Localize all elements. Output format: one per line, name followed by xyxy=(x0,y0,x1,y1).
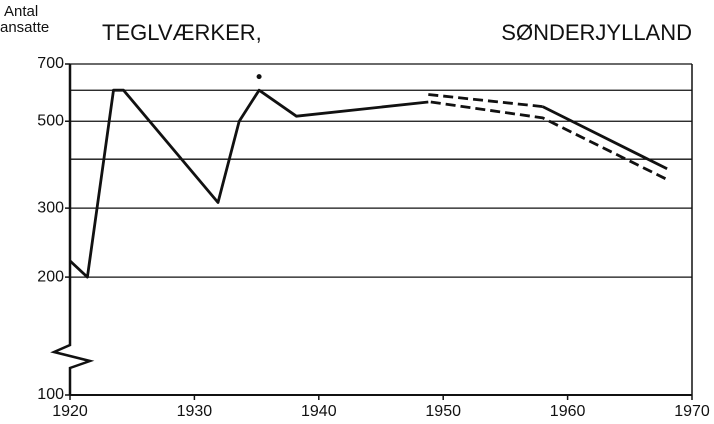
chart-title: TEGLVÆRKER, xyxy=(102,20,262,45)
x-tick-label: 1970 xyxy=(674,403,710,420)
y-axis-label: Antal xyxy=(4,3,38,20)
y-tick-label: 700 xyxy=(37,55,64,72)
x-tick-label: 1950 xyxy=(425,403,461,420)
y-tick-label: 500 xyxy=(37,112,64,129)
y-tick-label: 200 xyxy=(37,268,64,285)
line xyxy=(428,93,543,108)
line xyxy=(69,88,668,279)
y-tick-label: 300 xyxy=(37,199,64,216)
y-axis-label: ansatte xyxy=(0,19,49,36)
chart-subtitle: SØNDERJYLLAND xyxy=(501,20,692,45)
point xyxy=(256,74,262,80)
x-tick-label: 1960 xyxy=(550,403,586,420)
y-tick-label: 100 xyxy=(37,386,64,403)
line xyxy=(430,100,668,181)
x-tick-label: 1930 xyxy=(177,403,213,420)
x-tick-label: 1920 xyxy=(52,403,88,420)
x-tick-label: 1940 xyxy=(301,403,337,420)
broken-axis xyxy=(50,64,95,395)
